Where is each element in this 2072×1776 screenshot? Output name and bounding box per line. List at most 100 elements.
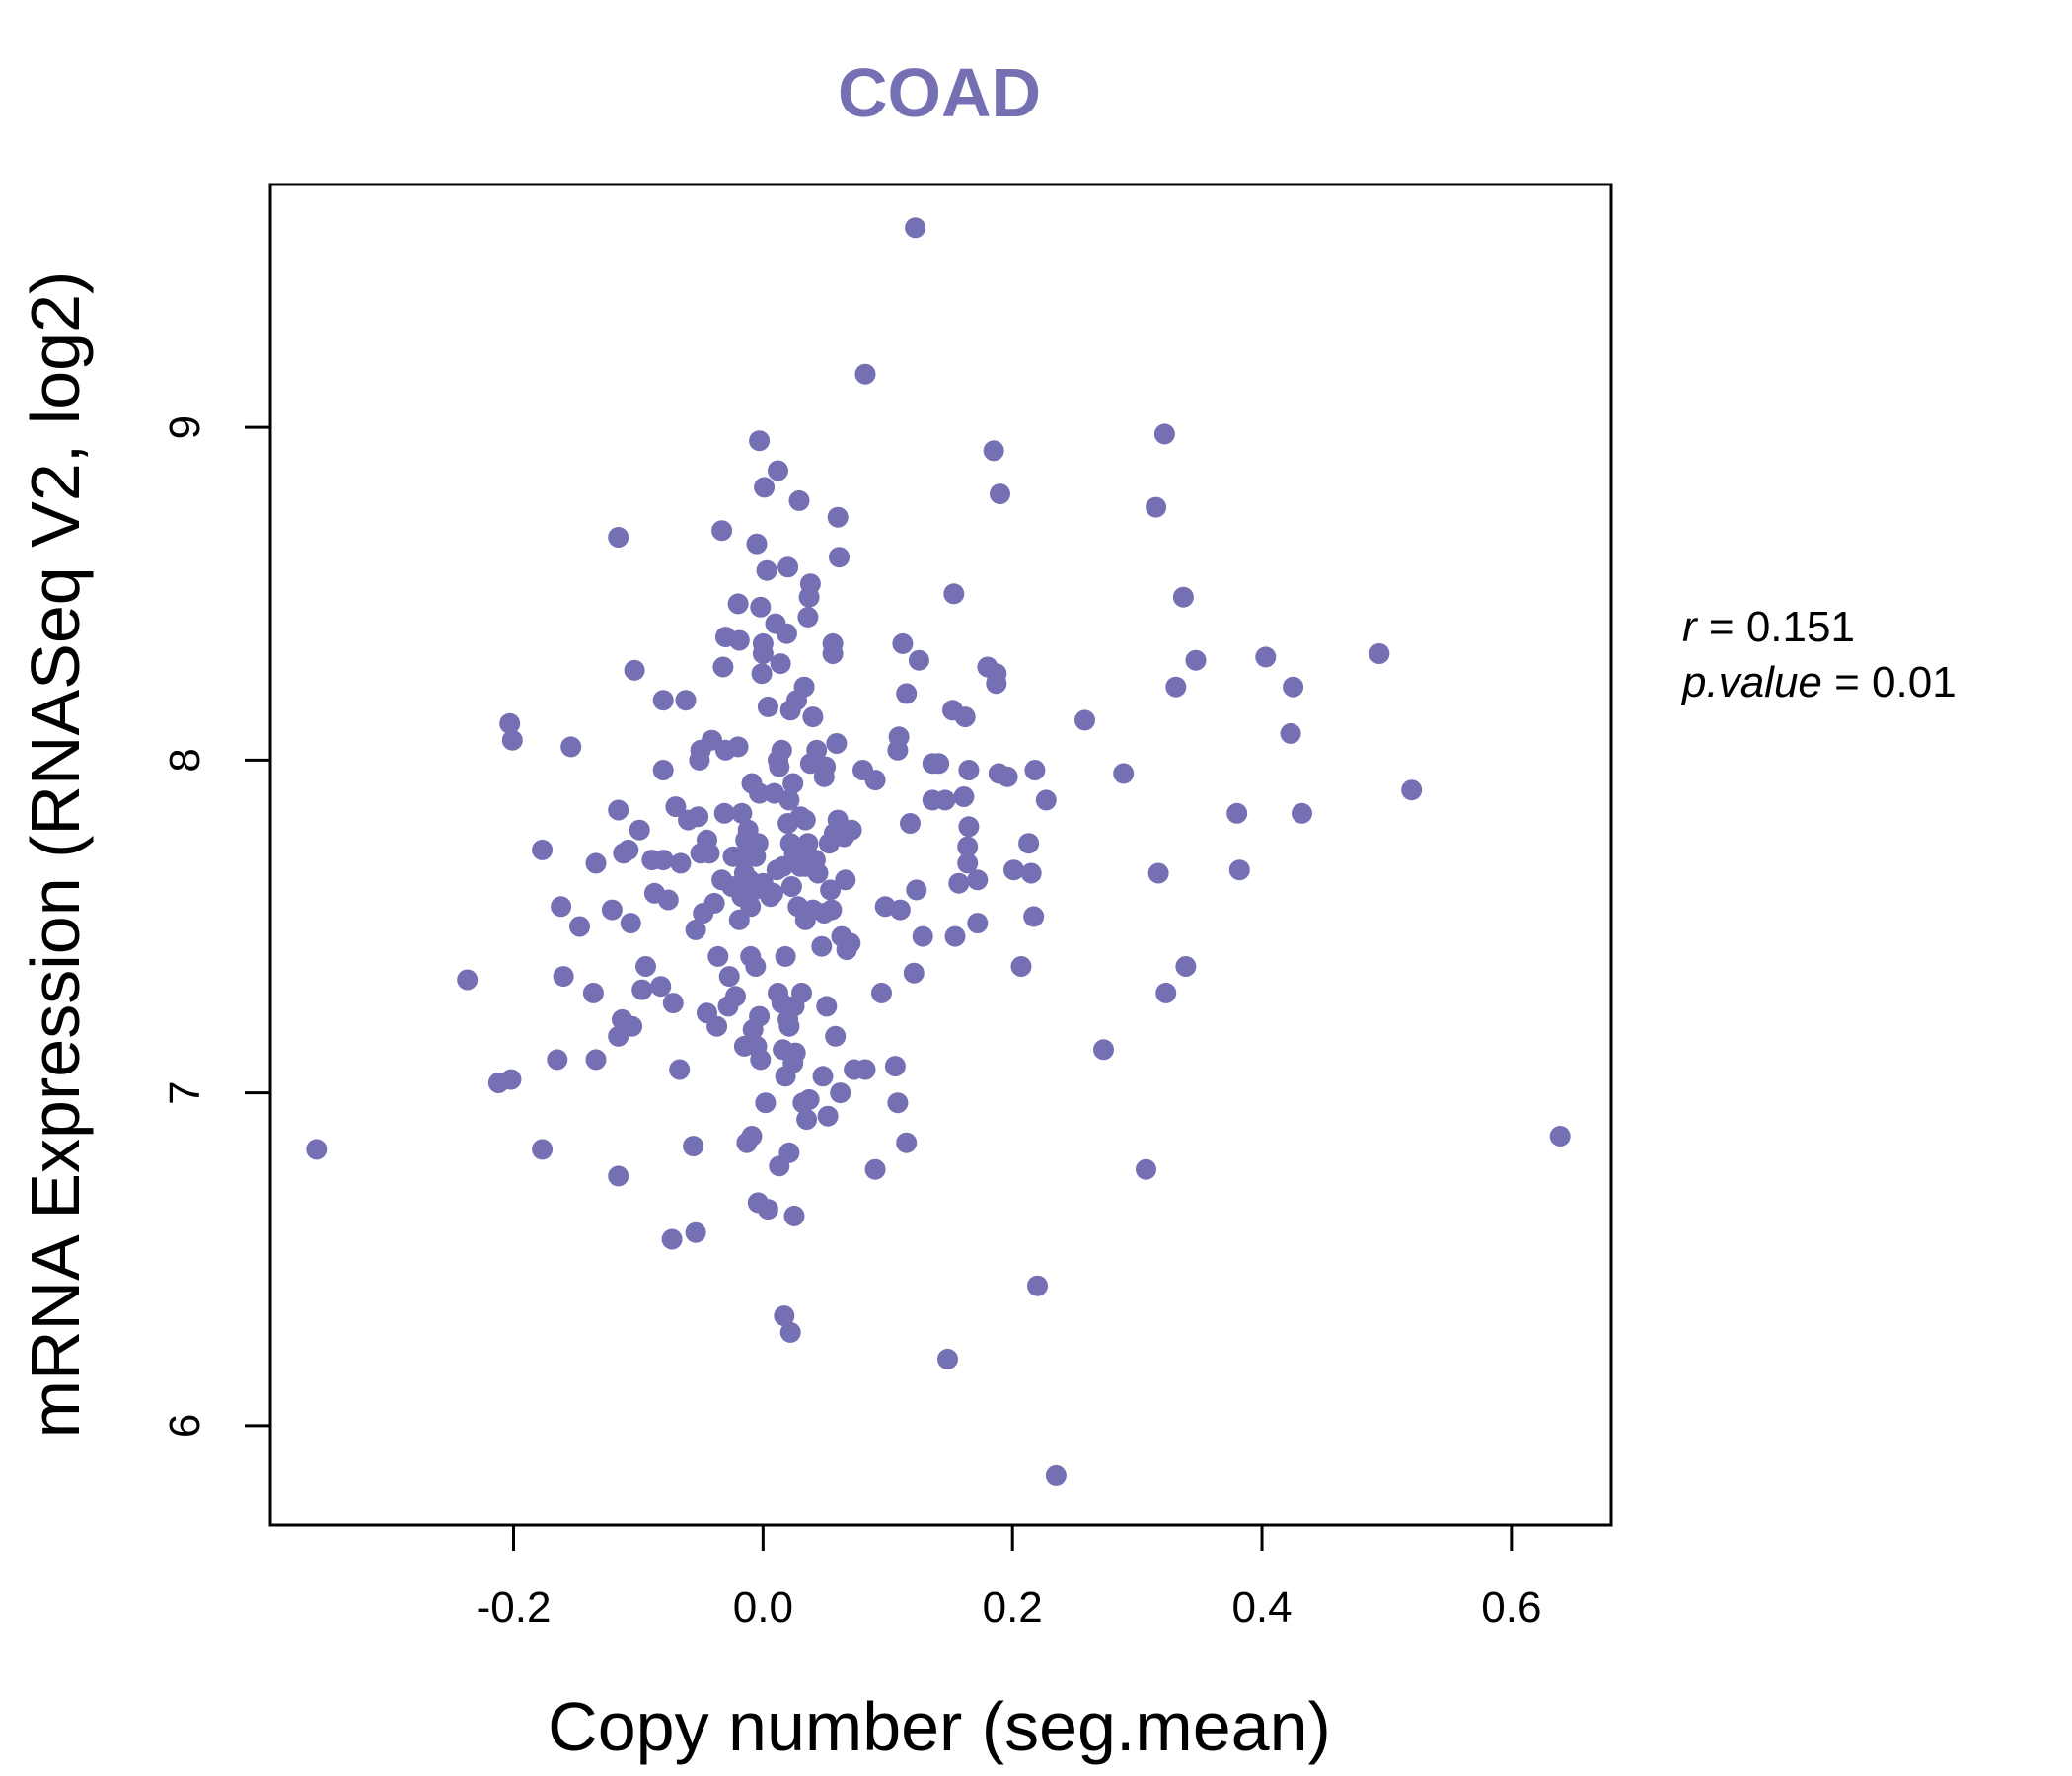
data-point-243 [1018,833,1040,854]
correlation-stats: r = 0.151 p.value = 0.01 [1680,603,1957,706]
data-point-23 [618,839,639,860]
data-point-159 [797,606,819,628]
data-point-102 [751,663,773,685]
data-point-54 [699,843,720,864]
data-point-33 [652,850,674,871]
data-point-178 [820,879,842,901]
data-point-183 [825,1025,847,1047]
data-point-76 [731,802,753,824]
data-point-208 [892,632,914,654]
data-point-214 [906,879,927,901]
data-point-227 [954,706,976,728]
data-point-232 [967,869,989,891]
data-point-235 [983,440,1004,462]
data-point-12 [569,916,590,937]
x-tick-label-4: 0.6 [1481,1584,1541,1632]
data-point-198 [854,363,876,385]
data-point-14 [585,852,607,874]
data-point-223 [943,583,965,605]
data-point-109 [757,696,778,717]
data-point-11 [560,736,582,758]
data-point-4 [499,712,521,734]
data-point-95 [747,833,769,854]
data-point-0 [306,1139,328,1160]
data-point-171 [812,1066,834,1087]
data-point-256 [1153,423,1175,445]
y-axis: 6 7 8 9 [161,415,272,1438]
data-point-45 [685,919,706,940]
data-point-246 [1024,760,1046,780]
data-point-3 [500,1069,522,1090]
data-point-7 [532,839,554,860]
data-point-16 [601,899,623,921]
data-point-38 [662,993,684,1014]
data-point-42 [675,690,697,711]
data-point-13 [582,982,604,1003]
data-point-133 [778,1142,800,1163]
data-point-260 [1175,956,1197,977]
data-point-251 [1093,1039,1114,1061]
data-point-118 [768,460,788,481]
data-point-174 [815,756,837,777]
data-point-10 [553,966,574,988]
data-point-197 [854,1059,876,1080]
stat-r-value: 0.151 [1746,603,1855,651]
data-point-34 [652,760,674,780]
data-point-219 [928,753,950,775]
data-point-255 [1147,862,1169,884]
data-point-8 [547,1049,568,1071]
data-point-241 [1003,859,1024,881]
data-point-216 [912,925,933,947]
data-point-32 [650,976,672,998]
x-axis: -0.2 0.0 0.2 0.4 0.6 [477,1523,1541,1632]
data-point-40 [669,1059,691,1080]
data-point-152 [791,982,812,1003]
data-point-261 [1185,649,1207,671]
data-point-39 [665,796,687,818]
data-point-129 [776,623,797,644]
data-point-154 [793,676,815,698]
data-point-259 [1172,586,1194,608]
data-point-92 [745,956,767,977]
data-point-207 [889,899,911,921]
data-point-28 [631,979,653,1000]
data-point-149 [788,489,810,511]
data-point-168 [806,739,828,761]
data-point-163 [799,573,821,595]
data-point-121 [770,653,791,675]
data-point-137 [779,1321,801,1343]
stat-r: r = 0.151 [1682,603,1855,651]
data-point-44 [683,1136,704,1157]
data-point-220 [934,789,956,811]
plot-frame [268,183,1613,1527]
data-point-170 [811,935,833,957]
data-point-36 [657,889,679,911]
data-point-26 [624,659,645,681]
data-point-175 [816,996,838,1017]
data-point-229 [957,852,979,874]
data-point-58 [707,945,729,967]
data-point-1 [457,969,479,991]
data-point-59 [711,520,733,542]
data-point-240 [997,766,1018,787]
data-point-188 [830,1082,851,1104]
data-point-210 [896,1132,918,1153]
data-point-213 [905,217,926,239]
data-point-253 [1136,1158,1156,1180]
data-point-93 [746,533,768,555]
data-point-106 [754,477,776,498]
data-point-131 [777,556,799,578]
data-points [306,217,1571,1486]
data-point-37 [661,1228,683,1250]
data-point-237 [986,673,1007,695]
data-point-176 [817,1105,839,1127]
data-point-228 [957,836,979,857]
data-point-99 [749,430,771,452]
data-point-57 [706,1015,728,1037]
data-point-191 [835,869,856,891]
data-point-158 [796,1109,818,1131]
data-point-262 [1226,802,1248,824]
data-point-112 [763,882,783,904]
data-point-29 [635,956,656,977]
data-point-270 [1549,1126,1571,1147]
